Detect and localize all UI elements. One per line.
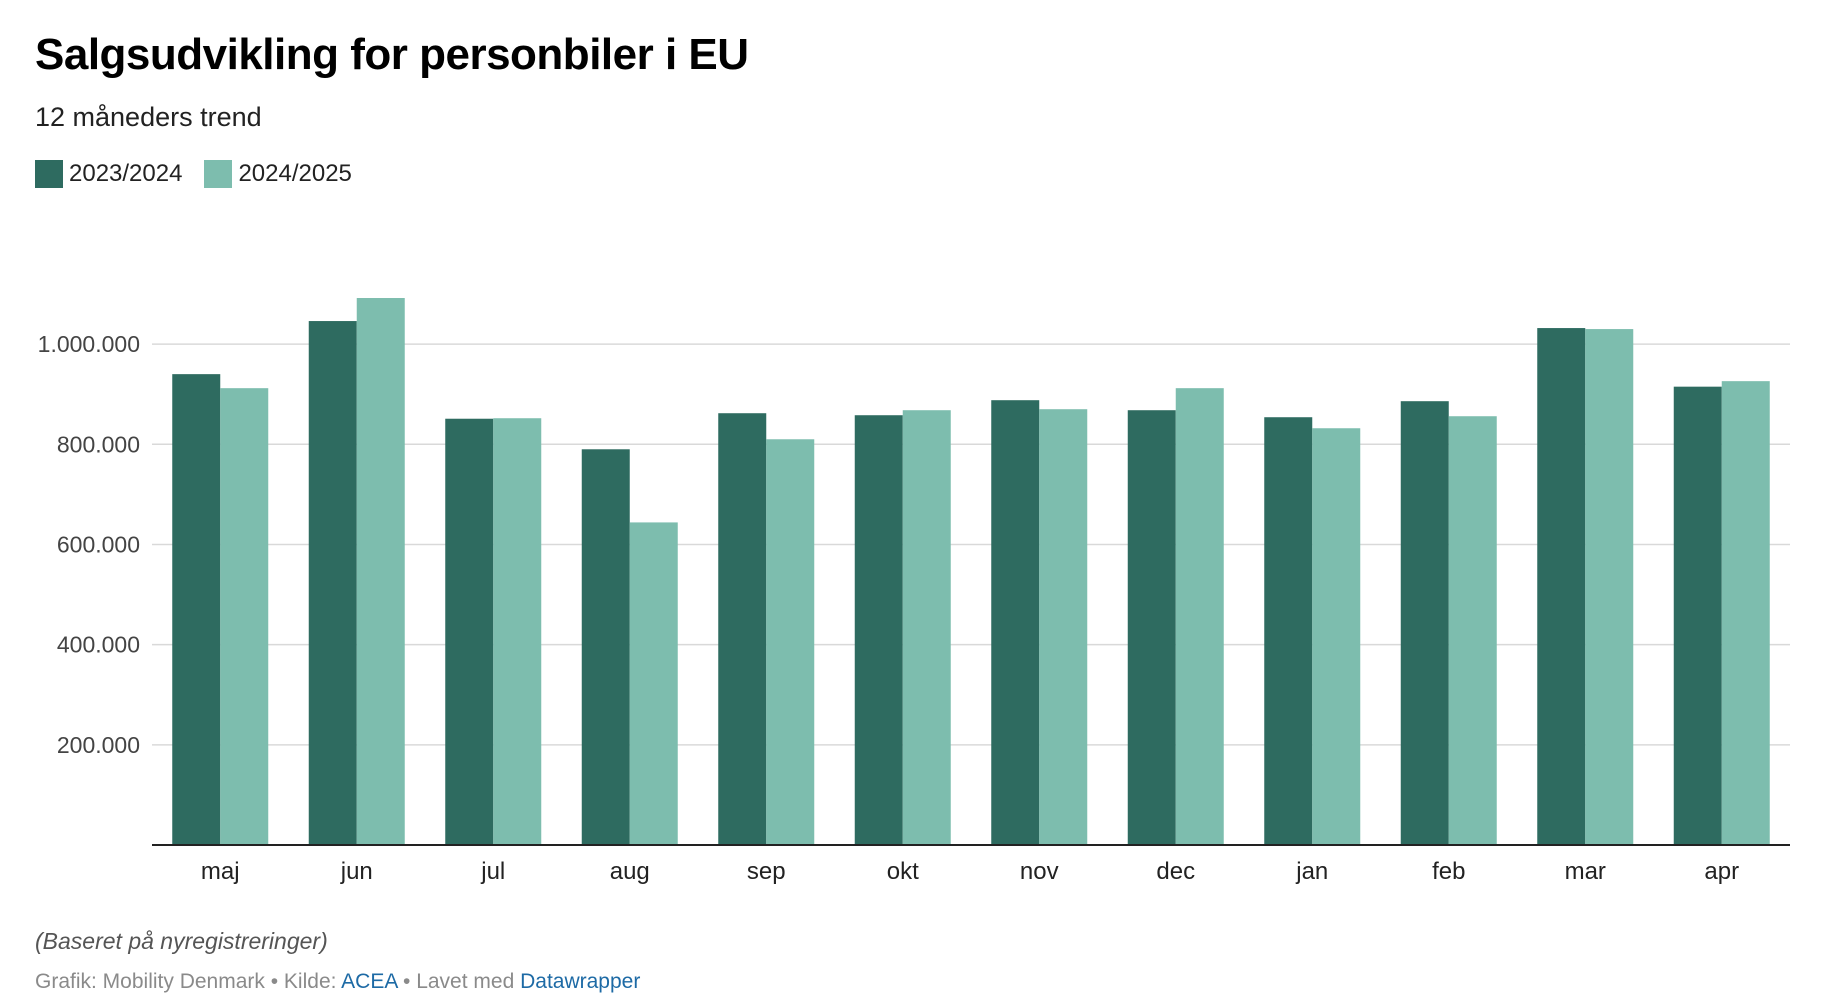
chart-subtitle: 12 måneders trend (35, 102, 262, 132)
byline-made-with-label: Lavet med (416, 970, 521, 993)
x-category-label: apr (1704, 858, 1739, 885)
byline-separator: • (264, 970, 284, 993)
bar-feb-series-1 (1400, 401, 1449, 845)
bar-okt-series-1 (854, 415, 903, 845)
byline: Grafik: Mobility Denmark • Kilde: ACEA •… (35, 970, 640, 994)
x-category-label: feb (1432, 858, 1465, 885)
y-tick-label: 1.000.000 (38, 331, 140, 357)
x-category-label: jan (1295, 858, 1328, 885)
datawrapper-link[interactable]: Datawrapper (520, 970, 641, 993)
x-category-label: sep (747, 858, 786, 885)
legend: 2023/2024 2024/2025 (35, 160, 374, 188)
bar-dec-series-2 (1175, 388, 1224, 845)
x-category-label: maj (201, 858, 240, 885)
bar-jun-series-2 (356, 298, 405, 845)
legend-item-series-1: 2023/2024 (35, 160, 182, 188)
x-category-label: jun (340, 858, 373, 885)
bar-okt-series-2 (902, 410, 951, 845)
y-tick-label: 200.000 (57, 732, 140, 758)
bar-nov-series-1 (991, 400, 1040, 845)
bar-aug-series-1 (581, 449, 630, 845)
bar-jul-series-2 (493, 418, 542, 845)
bar-jan-series-2 (1312, 428, 1361, 845)
chart-title: Salgsudvikling for personbiler i EU (35, 30, 749, 79)
byline-source-label: Kilde: (283, 970, 342, 993)
legend-swatch-series-2 (204, 160, 233, 188)
y-tick-label: 800.000 (57, 431, 140, 457)
x-category-label: nov (1020, 858, 1059, 885)
bar-mar-series-1 (1537, 328, 1586, 845)
bar-chart: 200.000 400.000 600.000 800.000 1.000.000 maj… (38, 298, 1790, 885)
bar-apr-series-2 (1721, 381, 1770, 845)
bar-nov-series-2 (1039, 409, 1088, 845)
legend-item-series-2: 2024/2025 (204, 160, 352, 188)
bar-feb-series-2 (1448, 416, 1497, 845)
legend-swatch-series-1 (35, 160, 63, 188)
bar-jan-series-1 (1264, 417, 1313, 845)
bar-aug-series-2 (629, 522, 678, 845)
bar-apr-series-1 (1673, 386, 1722, 845)
bar-jul-series-1 (445, 418, 494, 845)
bar-dec-series-1 (1127, 410, 1176, 845)
x-category-label: dec (1156, 858, 1195, 885)
y-tick-label: 400.000 (57, 632, 140, 658)
byline-credit: Grafik: Mobility Denmark (35, 970, 265, 993)
x-category-label: mar (1565, 858, 1606, 885)
legend-label-series-2: 2024/2025 (238, 160, 352, 187)
bar-sep-series-2 (766, 439, 815, 845)
bar-maj-series-2 (220, 388, 269, 845)
chart-notes: (Baseret på nyregistreringer) (35, 928, 328, 954)
x-category-label: aug (610, 858, 650, 885)
bar-sep-series-1 (718, 413, 767, 845)
y-tick-label: 600.000 (57, 531, 140, 557)
legend-label-series-1: 2023/2024 (69, 160, 183, 187)
x-category-label: okt (887, 858, 919, 885)
bar-maj-series-1 (172, 374, 221, 845)
source-link[interactable]: ACEA (341, 970, 398, 993)
x-category-label: jul (480, 858, 505, 885)
byline-separator: • (397, 970, 417, 993)
bar-jun-series-1 (308, 321, 357, 845)
bar-mar-series-2 (1585, 329, 1634, 846)
